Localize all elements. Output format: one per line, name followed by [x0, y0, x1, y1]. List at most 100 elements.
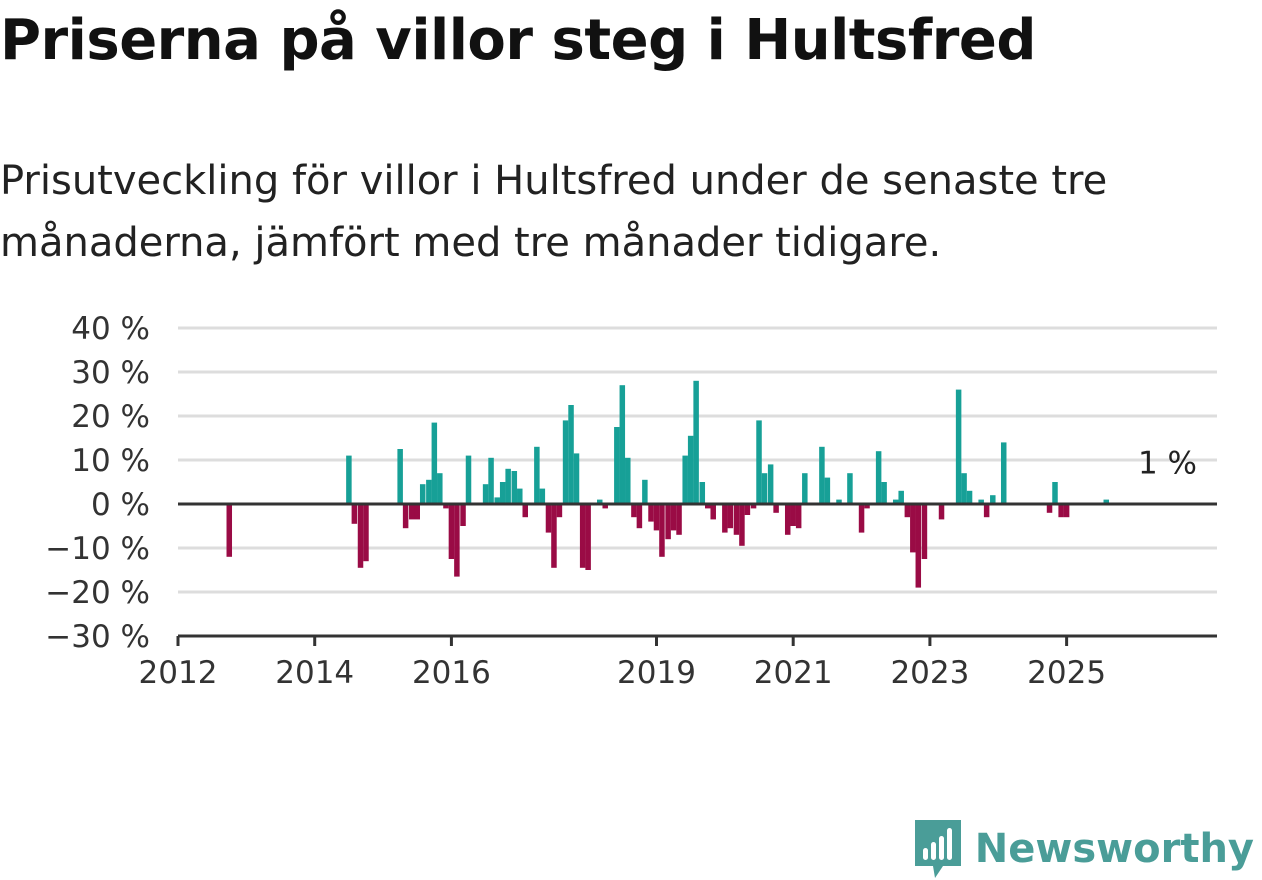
bar	[419, 484, 426, 504]
bar	[875, 451, 882, 504]
y-tick-label: −10 %	[45, 531, 150, 567]
bar	[414, 504, 420, 520]
bar	[921, 504, 928, 559]
bar	[443, 504, 449, 509]
bar	[1046, 504, 1053, 513]
bar	[773, 504, 779, 513]
bar	[881, 482, 887, 504]
chart-title: Priserna på villor steg i Hultsfred	[0, 8, 1036, 73]
chart-subtitle: Prisutveckling för villor i Hultsfred un…	[0, 158, 1108, 266]
newsworthy-icon	[914, 820, 961, 878]
bar	[727, 504, 734, 529]
brand-name: Newsworthy	[974, 826, 1254, 872]
bar	[767, 464, 774, 504]
x-tick-label: 2025	[1027, 655, 1106, 691]
bar	[784, 504, 791, 535]
bar	[505, 468, 511, 504]
bar	[961, 473, 967, 504]
bar	[573, 453, 580, 504]
bar	[904, 504, 911, 518]
y-tick-label: 20 %	[71, 399, 150, 435]
bar	[579, 504, 586, 568]
bar	[625, 457, 631, 504]
bar	[619, 385, 626, 504]
bar	[750, 504, 757, 509]
bar	[693, 380, 699, 504]
bar	[819, 446, 825, 504]
bar	[710, 504, 716, 520]
x-tick-label: 2016	[412, 655, 491, 691]
bar	[892, 499, 899, 504]
x-tick-label: 2012	[139, 655, 218, 691]
bar	[562, 420, 569, 504]
bar	[938, 504, 945, 520]
y-tick-label: −30 %	[45, 619, 150, 655]
bar	[983, 504, 990, 518]
bar	[454, 504, 460, 577]
bar	[864, 504, 870, 509]
bar	[659, 504, 665, 557]
bar	[1052, 482, 1058, 504]
bar	[955, 389, 962, 504]
bar	[363, 504, 369, 562]
bar	[636, 504, 643, 529]
bar	[545, 504, 552, 533]
bar	[761, 473, 768, 504]
bar	[357, 504, 364, 568]
bar-chart: 40 % 30 % 20 % 10 % 0 % −10 % −20 % −30 % 2012 2…	[45, 311, 1217, 691]
bar	[802, 473, 808, 504]
bar	[522, 504, 528, 518]
bar	[1000, 442, 1007, 504]
bar	[978, 499, 984, 504]
bar	[614, 427, 620, 504]
bar	[795, 504, 802, 529]
bar	[1103, 499, 1110, 504]
y-tick-label: −20 %	[45, 575, 150, 611]
bar	[722, 504, 728, 533]
bar	[1063, 504, 1070, 518]
bar	[824, 477, 831, 504]
bar	[556, 504, 563, 518]
bar	[915, 504, 922, 588]
bar	[488, 457, 494, 504]
bars	[226, 380, 1110, 588]
axes	[178, 502, 1217, 638]
bar	[568, 405, 574, 504]
bar	[682, 455, 688, 504]
bar	[648, 504, 654, 522]
y-tick-label: 30 %	[71, 355, 150, 391]
bar	[539, 488, 546, 504]
bar	[482, 484, 489, 504]
y-tick-label: 40 %	[71, 311, 150, 347]
bar	[431, 422, 438, 504]
bar	[676, 504, 682, 535]
bar	[226, 504, 233, 557]
bar	[460, 504, 466, 526]
x-tick-label: 2019	[617, 655, 696, 691]
bar	[397, 449, 403, 504]
bar	[511, 471, 518, 504]
bar	[1058, 504, 1064, 518]
bar	[898, 490, 904, 504]
bar	[733, 504, 740, 535]
y-tick-label: 0 %	[91, 487, 150, 523]
bar	[858, 504, 865, 533]
bar	[687, 435, 694, 504]
x-axis-ticks: 2012 2014 2016 2019 2021 2023 2025	[139, 636, 1106, 691]
bar	[517, 488, 523, 504]
bar	[402, 504, 409, 529]
bar	[585, 504, 591, 570]
bar	[426, 479, 432, 504]
bar	[790, 504, 796, 526]
bar	[756, 420, 762, 504]
x-tick-label: 2023	[890, 655, 969, 691]
bar	[670, 504, 677, 531]
bar	[990, 495, 996, 504]
bar	[653, 504, 660, 531]
bar	[409, 504, 415, 520]
bar	[744, 504, 751, 515]
bar	[534, 446, 540, 504]
bar	[910, 504, 916, 553]
bar	[499, 482, 506, 504]
y-tick-label: 10 %	[71, 443, 150, 479]
